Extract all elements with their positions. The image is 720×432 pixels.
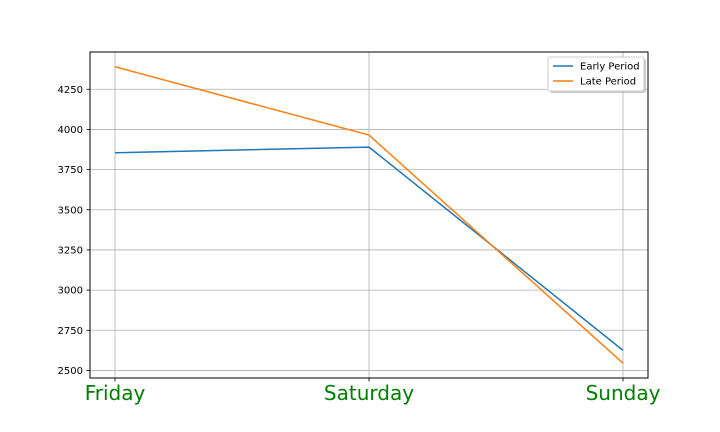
x-tick-label: Saturday	[324, 381, 414, 405]
series-line-late-period	[114, 66, 624, 364]
y-axis: 2500 2750 3000 3250 3500 3750 4000 4250	[58, 85, 90, 377]
y-tick-label: 3750	[58, 165, 83, 176]
series-lines	[114, 66, 624, 364]
x-tick-label: Sunday	[586, 381, 661, 405]
y-tick-label: 3500	[58, 205, 83, 216]
x-axis: Friday Saturday Sunday	[85, 378, 661, 405]
y-tick-label: 4000	[58, 125, 83, 136]
y-tick-label: 2500	[58, 366, 83, 377]
legend: Early Period Late Period	[547, 56, 646, 93]
series-line-early-period	[114, 146, 624, 351]
y-tick-label: 3000	[58, 286, 83, 297]
y-tick-label: 2750	[58, 326, 83, 337]
x-tick-label: Friday	[85, 381, 146, 405]
grid-lines	[90, 52, 648, 378]
legend-label: Late Period	[580, 77, 636, 88]
y-tick-label: 4250	[58, 85, 83, 96]
legend-label: Early Period	[580, 62, 640, 73]
y-tick-label: 3250	[58, 245, 83, 256]
